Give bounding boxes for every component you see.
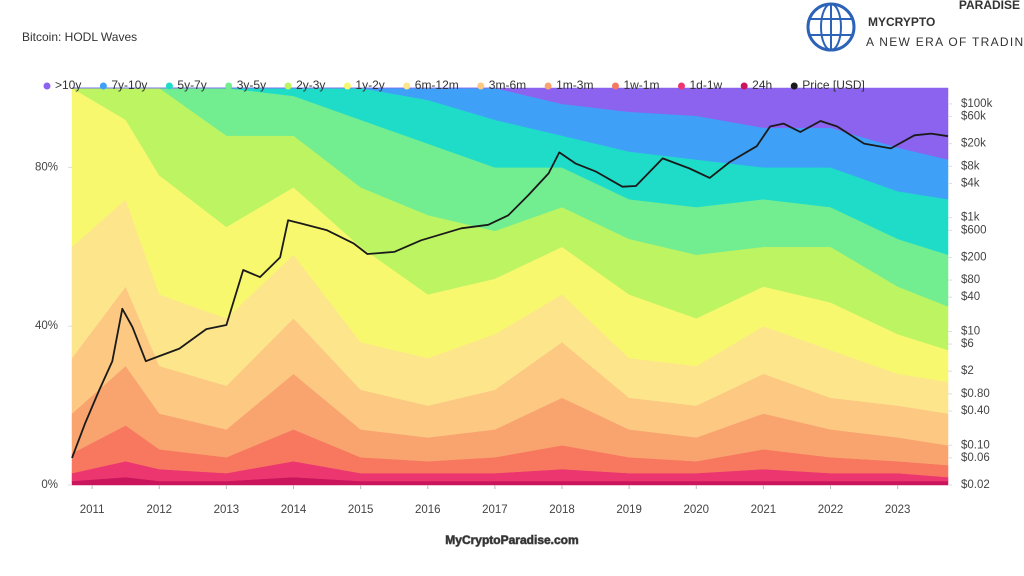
legend-marker — [677, 82, 685, 90]
legend-item: Price [USD] — [790, 78, 865, 92]
legend-item: 1d-1w — [677, 78, 723, 92]
y2-tick-label: $6 — [961, 338, 974, 350]
legend-label: 1m-3m — [556, 78, 593, 92]
legend-label: 7y-10y — [111, 78, 147, 92]
y-tick-label: 0% — [41, 479, 58, 491]
watermark: MyCryptoParadise.com — [445, 533, 578, 547]
y2-tick-label: $1k — [961, 212, 980, 224]
legend-item: 1w-1m — [611, 78, 659, 92]
x-tick-label: 2023 — [885, 504, 911, 516]
x-tick-label: 2017 — [482, 504, 508, 516]
x-tick-label: 2012 — [146, 504, 172, 516]
legend-label: >10y — [55, 78, 81, 92]
legend-marker — [99, 82, 107, 90]
y2-tick-label: $200 — [961, 251, 987, 263]
y2-tick-label: $0.80 — [961, 388, 990, 400]
legend-marker — [403, 82, 411, 90]
legend-item: 1m-3m — [544, 78, 593, 92]
y2-tick-label: $20k — [961, 138, 986, 150]
legend-label: 6m-12m — [415, 78, 459, 92]
y2-tick-label: $600 — [961, 224, 987, 236]
legend-marker — [225, 82, 233, 90]
y2-tick-label: $0.10 — [961, 439, 990, 451]
x-tick-label: 2013 — [214, 504, 240, 516]
legend-marker — [165, 82, 173, 90]
legend-label: Price [USD] — [802, 78, 865, 92]
y2-tick-label: $0.40 — [961, 405, 990, 417]
x-tick-label: 2011 — [80, 504, 105, 516]
y2-tick-label: $100k — [961, 98, 993, 110]
legend-label: 5y-7y — [177, 78, 206, 92]
price-line — [71, 120, 949, 459]
legend-item: 2y-3y — [284, 78, 325, 92]
x-tick-label: 2014 — [281, 504, 307, 516]
logo-tagline: A NEW ERA OF TRADING — [866, 35, 1024, 49]
legend-label: 1d-1w — [689, 78, 722, 92]
y-tick-label: 40% — [35, 320, 58, 332]
legend-item: 5y-7y — [165, 78, 207, 92]
y2-tick-label: $80 — [961, 274, 980, 286]
x-tick-label: 2015 — [348, 504, 374, 516]
legend-item: 1y-2y — [343, 78, 385, 92]
y2-tick-label: $4k — [961, 177, 980, 189]
legend-item: 6m-12m — [403, 78, 459, 92]
y2-tick-label: $40 — [961, 291, 980, 303]
legend-label: 1w-1m — [623, 78, 659, 92]
logo-text: MYCRYPTO — [868, 15, 935, 29]
y2-tick-label: $10 — [961, 325, 980, 337]
legend-marker — [284, 82, 292, 90]
legend-item: >10y — [43, 78, 81, 92]
x-tick-label: 2019 — [616, 504, 642, 516]
legend-item: 7y-10y — [99, 78, 147, 92]
y2-tick-label: $60k — [961, 111, 986, 123]
legend-marker — [790, 82, 798, 90]
legend-marker — [343, 82, 351, 90]
logo: MYCRYPTO PARADISE A NEW ERA OF TRADING — [806, 0, 1024, 52]
legend-item: 24h — [740, 78, 772, 92]
legend-marker — [43, 82, 51, 90]
chart-title: Bitcoin: HODL Waves — [22, 30, 137, 44]
legend-marker — [740, 82, 748, 90]
legend-item: 3m-6m — [477, 78, 526, 92]
y2-tick-label: $2 — [961, 365, 974, 377]
y2-tick-label: $0.02 — [961, 479, 990, 491]
y2-tick-label: $0.06 — [961, 452, 990, 464]
legend-label: 3y-5y — [237, 78, 266, 92]
y2-tick-label: $8k — [961, 160, 980, 172]
x-tick-label: 2021 — [751, 504, 777, 516]
plot-area: 0% 40% 80% $100k$60k $20k $8k $4k $1k$600 $200 $8… — [35, 78, 993, 516]
logo-sup: PARADISE — [959, 0, 1020, 12]
legend-label: 1y-2y — [355, 78, 384, 92]
legend-label: 24h — [752, 78, 772, 92]
legend-label: 2y-3y — [296, 78, 325, 92]
legend-item: 3y-5y — [225, 78, 266, 92]
x-tick-label: 2018 — [549, 504, 575, 516]
legend-marker — [477, 82, 485, 90]
legend-label: 3m-6m — [489, 78, 526, 92]
x-tick-label: 2020 — [683, 504, 709, 516]
x-tick-label: 2022 — [818, 504, 844, 516]
x-tick-label: 2016 — [415, 504, 441, 516]
y-tick-label: 80% — [35, 161, 58, 173]
legend-marker — [611, 82, 619, 90]
legend-marker — [544, 82, 552, 90]
